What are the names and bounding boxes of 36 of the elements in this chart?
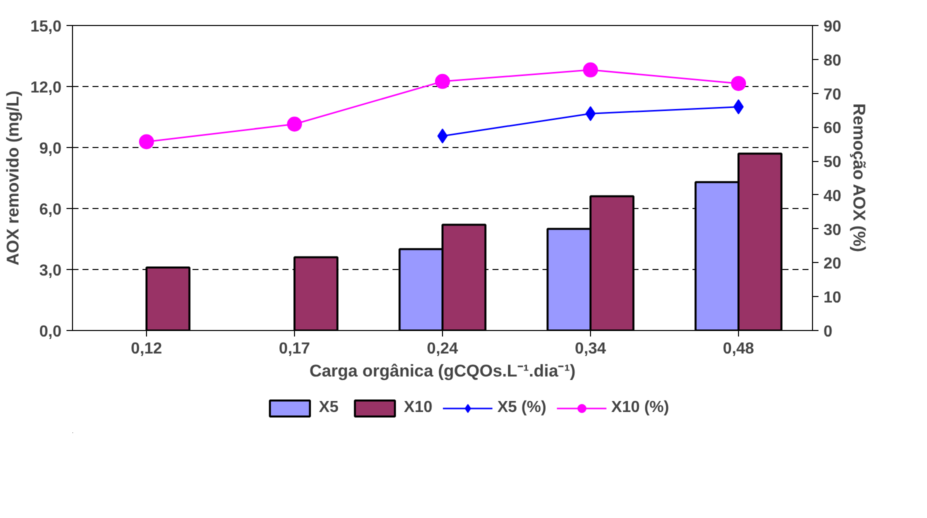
legend-label: X10 (%) xyxy=(611,399,670,417)
point xyxy=(435,74,450,89)
y-tick-label: 6,0 xyxy=(39,202,62,218)
point xyxy=(731,76,746,91)
point xyxy=(585,106,596,122)
y2-tick-label: 20 xyxy=(824,256,842,273)
y2-tick-label: 30 xyxy=(824,222,842,239)
y-tick-label: 3,0 xyxy=(39,262,62,280)
y2-tick-label: 80 xyxy=(824,52,842,70)
x-tick-label: 0,34 xyxy=(574,340,606,358)
point xyxy=(583,62,598,78)
y-axis-title: AOX removido (mg/L) xyxy=(3,90,22,266)
y2-axis-title: Remoção AOX (%) xyxy=(849,103,868,252)
y2-tick-label: 60 xyxy=(824,120,842,138)
point xyxy=(139,134,154,150)
legend-label: X5 xyxy=(318,399,339,417)
y-tick-label: 12,0 xyxy=(30,80,62,96)
x-tick-label: 0,24 xyxy=(426,340,458,358)
point xyxy=(287,116,302,132)
x-tick-label: 0,17 xyxy=(278,340,310,358)
x-tick-label: 0,48 xyxy=(722,340,754,358)
legend-label: X10 xyxy=(404,399,432,417)
x-axis-title: Carga orgânica (gCQOs.L⁻¹.dia⁻¹) xyxy=(309,362,576,380)
y2-tick-label: 0 xyxy=(824,324,832,340)
y2-tick-label: 70 xyxy=(824,86,842,104)
y2-tick-label: 10 xyxy=(824,290,842,307)
point xyxy=(437,128,448,144)
y2-tick-label: 50 xyxy=(824,154,842,172)
y-tick-label: 9,0 xyxy=(39,140,62,158)
point xyxy=(733,99,744,114)
y2-tick-label: 40 xyxy=(824,188,842,205)
x-tick-label: 0,12 xyxy=(130,340,162,358)
y-tick-label: 15,0 xyxy=(30,18,62,36)
y-tick-label: 0,0 xyxy=(39,324,62,340)
y2-tick-label: 90 xyxy=(824,18,842,36)
legend-label: X5 (%) xyxy=(497,399,546,417)
